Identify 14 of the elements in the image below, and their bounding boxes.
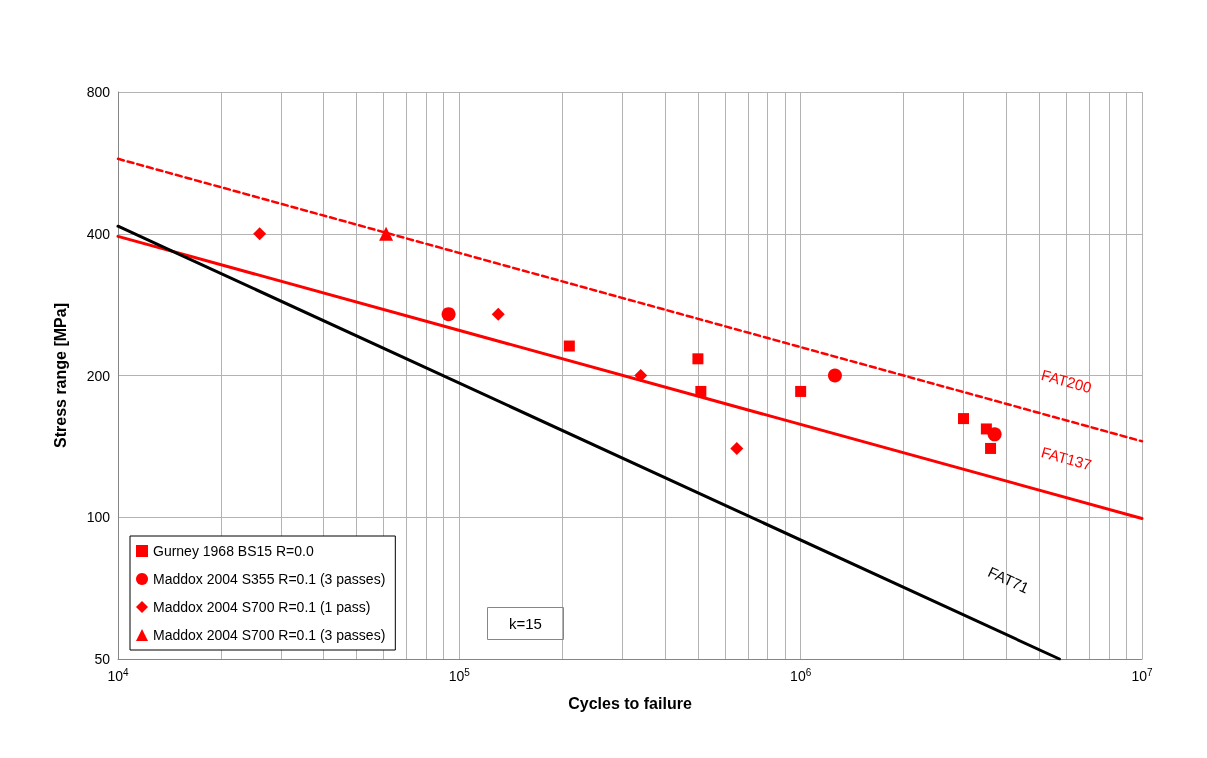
annotation: k=15 — [509, 615, 542, 632]
text: FAT200 — [1039, 366, 1094, 397]
y-tick-label: 100 — [86, 509, 111, 526]
y-tick-label: 800 — [86, 84, 111, 100]
x-axis-title: Cycles to failure — [568, 694, 692, 712]
legend-label: Maddox 2004 S700 R=0.1 (1 pass) — [153, 599, 371, 615]
y-axis-title: Stress range [MPa] — [51, 303, 69, 448]
text: FAT137 — [1039, 443, 1094, 474]
y-tick-label: 50 — [94, 651, 111, 667]
y-tick-label: 200 — [86, 367, 111, 384]
y-tick-label: 400 — [86, 225, 111, 242]
legend-label: Gurney 1968 BS15 R=0.0 — [153, 543, 314, 559]
legend-label: Maddox 2004 S355 R=0.1 (3 passes) — [153, 571, 386, 587]
legend-label: Maddox 2004 S700 R=0.1 (3 passes) — [153, 627, 386, 643]
